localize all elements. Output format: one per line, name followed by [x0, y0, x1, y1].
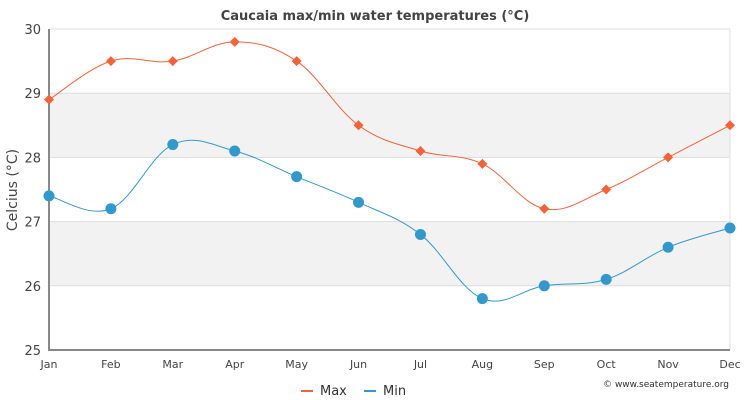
x-axis-ticks: Jan Feb Mar Apr May Jun Jul Aug Sep Oct Nov Dec	[40, 358, 741, 371]
grid-bands	[49, 93, 730, 286]
grid-band	[49, 221, 730, 286]
y-tick-label: 28	[24, 151, 41, 166]
y-tick-label: 29	[24, 87, 41, 102]
credit-link[interactable]: © www.seatemperature.org	[603, 380, 729, 390]
data-point-min	[724, 222, 736, 234]
x-tick-label: Feb	[101, 358, 120, 371]
series-group	[43, 36, 736, 305]
legend[interactable]: Max Min	[301, 384, 406, 399]
gridlines	[49, 28, 731, 351]
x-tick-label: Aug	[472, 358, 493, 371]
y-tick-label: 25	[24, 344, 41, 359]
x-tick-label: Dec	[719, 358, 740, 371]
data-point-max	[167, 56, 178, 67]
data-point-min	[167, 139, 179, 151]
data-point-max	[539, 203, 550, 214]
legend-label-min[interactable]: Min	[383, 384, 406, 399]
data-point-max	[229, 36, 240, 47]
x-tick-label: Jul	[413, 358, 427, 371]
data-point-min	[105, 203, 117, 215]
data-point-max	[477, 158, 488, 169]
data-point-max	[291, 56, 302, 67]
y-tick-label: 26	[24, 280, 41, 295]
data-point-max	[601, 184, 612, 195]
y-tick-label: 27	[24, 216, 41, 231]
series-min	[43, 139, 736, 305]
data-point-max	[725, 120, 735, 131]
data-point-min	[476, 293, 488, 305]
x-tick-label: Jun	[349, 358, 367, 371]
data-point-max	[353, 120, 364, 131]
x-tick-label: May	[285, 358, 308, 371]
x-tick-label: Oct	[597, 358, 617, 371]
data-point-min	[414, 228, 426, 240]
data-point-min	[600, 273, 612, 285]
data-point-min	[291, 171, 303, 183]
series-max	[44, 36, 735, 214]
data-point-min	[662, 241, 674, 253]
chart-title: Caucaia max/min water temperatures (°C)	[221, 9, 530, 24]
x-tick-label: Sep	[534, 358, 555, 371]
legend-label-max[interactable]: Max	[320, 384, 347, 399]
data-point-min	[353, 196, 365, 208]
x-tick-label: Jan	[40, 358, 58, 371]
axes	[48, 29, 730, 351]
y-tick-label: 30	[24, 23, 41, 38]
y-axis-ticks: 25 26 27 28 29 30	[24, 23, 41, 359]
grid-band	[49, 93, 730, 158]
data-point-max	[415, 145, 426, 156]
y-axis-label: Celcius (°C)	[5, 149, 21, 231]
data-point-min	[229, 145, 241, 157]
x-tick-label: Nov	[657, 358, 679, 371]
data-point-min	[538, 280, 550, 292]
data-point-max	[105, 56, 116, 67]
x-tick-label: Apr	[225, 358, 245, 371]
data-point-max	[44, 94, 54, 105]
data-point-max	[663, 152, 674, 163]
x-tick-label: Mar	[162, 358, 183, 371]
data-point-min	[43, 190, 55, 202]
